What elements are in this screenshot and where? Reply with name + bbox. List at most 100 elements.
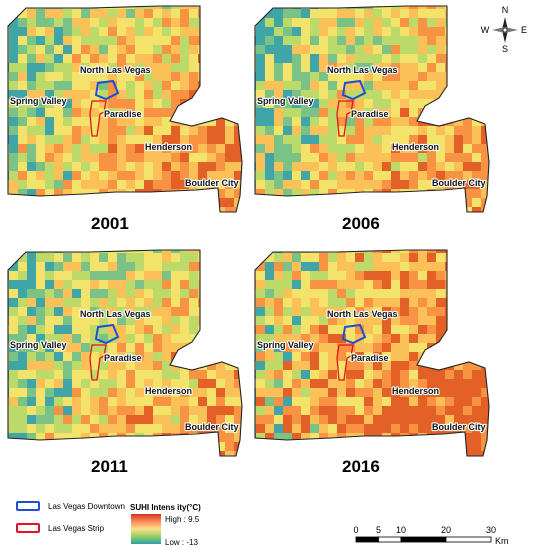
heat-cell (256, 45, 265, 54)
heat-cell (427, 18, 436, 27)
heat-cell (427, 262, 436, 271)
heat-cell (117, 307, 126, 316)
heat-cell (472, 325, 481, 334)
heat-cell (490, 244, 499, 253)
heat-cell (427, 54, 436, 63)
heat-cell (99, 379, 108, 388)
heat-cell (355, 162, 364, 171)
heat-cell (310, 451, 319, 456)
heat-cell (117, 316, 126, 325)
heat-cell (355, 406, 364, 415)
heat-cell (328, 36, 337, 45)
heat-cell (198, 6, 207, 9)
heat-cell (144, 361, 153, 370)
heat-cell (373, 253, 382, 262)
heat-cell (225, 45, 234, 54)
heat-cell (391, 325, 400, 334)
heat-cell (54, 72, 63, 81)
heat-cell (153, 334, 162, 343)
heat-cell (319, 216, 328, 225)
heat-cell (472, 280, 481, 289)
heat-cell (189, 325, 198, 334)
heat-cell (225, 63, 234, 72)
heat-cell (99, 415, 108, 424)
heat-cell (144, 18, 153, 27)
heat-cell (301, 343, 310, 352)
heat-cell (382, 54, 391, 63)
heat-cell (153, 9, 162, 18)
heat-cell (180, 289, 189, 298)
heat-cell (45, 397, 54, 406)
heat-cell (63, 460, 72, 469)
heat-cell (72, 153, 81, 162)
heat-cell (346, 379, 355, 388)
heat-cell (9, 27, 18, 36)
heat-cell (36, 325, 45, 334)
heat-cell (337, 361, 346, 370)
heat-cell (63, 153, 72, 162)
heat-cell (54, 325, 63, 334)
heat-cell (391, 289, 400, 298)
heat-cell (301, 307, 310, 316)
heat-cell (198, 361, 207, 370)
heat-cell (72, 45, 81, 54)
heat-cell (126, 180, 135, 189)
heat-cell (171, 9, 180, 18)
heat-cell (256, 325, 265, 334)
heat-cell (391, 45, 400, 54)
heat-cell (427, 81, 436, 90)
heat-cell (382, 18, 391, 27)
heat-cell (207, 63, 216, 72)
heat-cell (36, 216, 45, 225)
heat-cell (337, 298, 346, 307)
heat-cell (189, 262, 198, 271)
heat-cell (153, 207, 162, 212)
heat-cell (283, 325, 292, 334)
heat-cell (153, 388, 162, 397)
heat-cell (45, 99, 54, 108)
heat-cell (243, 370, 252, 379)
heat-cell (63, 442, 72, 451)
heat-cell (373, 289, 382, 298)
heat-cell (283, 126, 292, 135)
heat-cell (382, 442, 391, 451)
heat-cell (409, 397, 418, 406)
heat-cell (445, 289, 454, 298)
heat-cell (256, 460, 265, 469)
heat-cell (418, 144, 427, 153)
heat-cell (481, 406, 489, 415)
heat-cell (162, 262, 171, 271)
heat-cell (472, 307, 481, 316)
heat-cell (126, 352, 135, 361)
heat-cell (162, 343, 171, 352)
heat-cell (8, 9, 9, 18)
heat-cell (153, 144, 162, 153)
heat-cell (445, 126, 454, 135)
heat-cell (207, 250, 216, 253)
heat-cell (162, 406, 171, 415)
heat-cell (36, 180, 45, 189)
heat-cell (216, 415, 225, 424)
heat-cell (72, 216, 81, 225)
heat-cell (207, 370, 216, 379)
heat-cell (216, 352, 225, 361)
heat-cell (490, 162, 499, 171)
heat-cell (364, 81, 373, 90)
heat-cell (256, 144, 265, 153)
heat-cell (36, 117, 45, 126)
heat-cell (81, 162, 90, 171)
heat-cell (364, 72, 373, 81)
heat-cell (18, 72, 27, 81)
heat-cell (90, 415, 99, 424)
heat-cell (400, 451, 409, 456)
heat-cell (274, 54, 283, 63)
heat-cell (364, 45, 373, 54)
heat-cell (63, 343, 72, 352)
heat-cell (72, 63, 81, 72)
heat-cell (400, 126, 409, 135)
heat-cell (373, 9, 382, 18)
heat-cell (99, 406, 108, 415)
heat-cell (328, 171, 337, 180)
heat-cell (243, 271, 252, 280)
legend-suhi-ramp (131, 514, 161, 544)
